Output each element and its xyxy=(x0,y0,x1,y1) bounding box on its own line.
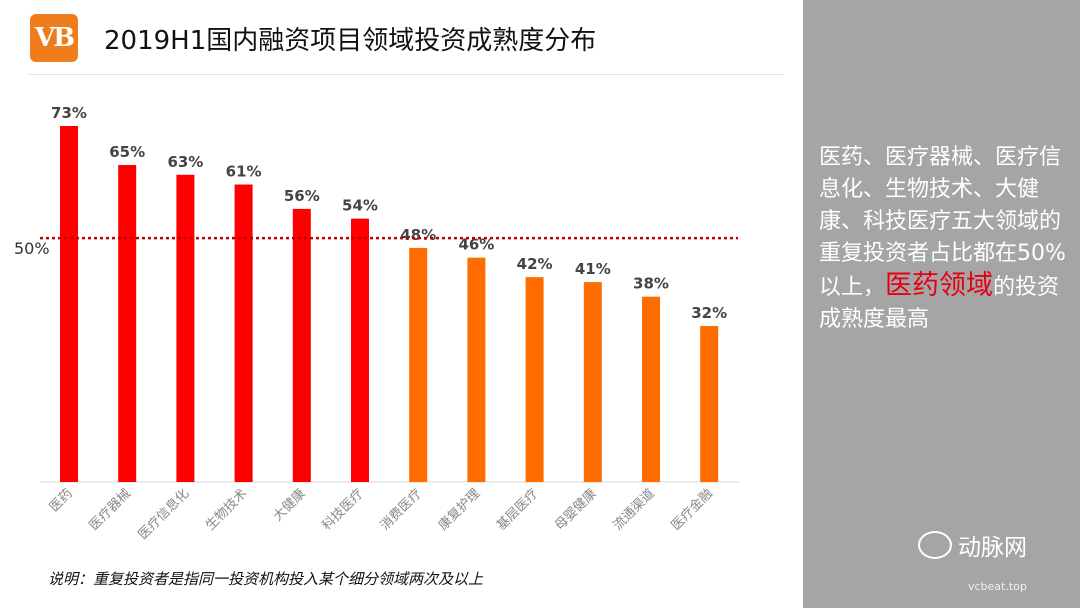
bar-5 xyxy=(292,208,311,482)
watermark-brand: 动脉网 xyxy=(958,535,1027,561)
bar-chart: 73% 医药 65% 医疗器械 63% 医疗信息化 61% 生物技术 56% 大健康 54% 科技医疗… xyxy=(14,104,740,543)
category-label-6: 科技医疗 xyxy=(319,486,366,533)
bar-7 xyxy=(409,247,428,482)
bar-value-label-1: 73% xyxy=(51,104,87,122)
side-panel-text: 医药、医疗器械、医疗信息化、生物技术、大健康、科技医疗五大领域的重复投资者占比都… xyxy=(819,142,1073,336)
bar-4 xyxy=(234,184,253,482)
category-label-2: 医疗器械 xyxy=(87,486,134,533)
footnote: 说明：重复投资者是指同一投资机构投入某个细分领域两次及以上 xyxy=(48,570,484,588)
bar-10 xyxy=(583,282,602,482)
logo: VB xyxy=(30,14,78,62)
bar-value-label-11: 38% xyxy=(633,275,669,293)
side-panel: 医药、医疗器械、医疗信息化、生物技术、大健康、科技医疗五大领域的重复投资者占比都… xyxy=(803,0,1080,608)
bar-value-label-12: 32% xyxy=(691,304,727,322)
wechat-icon xyxy=(918,531,952,559)
bar-value-label-2: 65% xyxy=(109,143,145,161)
bar-value-label-5: 56% xyxy=(284,187,320,205)
category-label-8: 康复护理 xyxy=(435,486,483,534)
bar-value-label-3: 63% xyxy=(167,153,203,171)
bar-1 xyxy=(60,126,78,482)
bar-3 xyxy=(176,174,195,482)
bar-value-label-9: 42% xyxy=(517,255,553,273)
bar-2 xyxy=(118,165,137,482)
category-label-11: 流通渠道 xyxy=(610,486,657,533)
bar-8 xyxy=(467,257,486,482)
page-title: 2019H1国内融资项目领域投资成熟度分布 xyxy=(104,26,597,56)
category-label-10: 母婴健康 xyxy=(552,486,600,534)
bar-value-label-4: 61% xyxy=(226,163,262,181)
logo-text: VB xyxy=(34,23,75,53)
category-label-12: 医疗金融 xyxy=(668,486,716,534)
bar-value-label-6: 54% xyxy=(342,197,378,215)
bar-value-label-7: 48% xyxy=(400,226,436,244)
watermark-site: vcbeat.top xyxy=(968,580,1027,593)
bar-value-label-10: 41% xyxy=(575,260,611,278)
bar-11 xyxy=(642,296,660,482)
bar-12 xyxy=(700,325,719,482)
bar-9 xyxy=(525,277,544,482)
side-text-highlight: 医药领域 xyxy=(885,270,994,301)
side-text-before: 医药、医疗器械、医疗信息化、生物技术、大健康、科技医疗五大领域的重复投资者占比都… xyxy=(819,145,1066,300)
category-label-4: 生物技术 xyxy=(203,486,250,533)
category-label-7: 消费医疗 xyxy=(378,486,425,533)
category-label-9: 基层医疗 xyxy=(494,486,541,533)
side-text-after: 的投资成熟度最高 xyxy=(819,275,1060,332)
watermark: 动脉网 xyxy=(918,528,1027,562)
category-label-1: 医药 xyxy=(47,486,76,515)
category-label-5: 大健康 xyxy=(270,486,309,525)
reference-line-label: 50% xyxy=(14,239,50,258)
title-divider xyxy=(28,74,784,75)
bar-6 xyxy=(351,218,369,482)
category-label-3: 医疗信息化 xyxy=(135,486,192,543)
bar-value-label-8: 46% xyxy=(458,236,494,254)
